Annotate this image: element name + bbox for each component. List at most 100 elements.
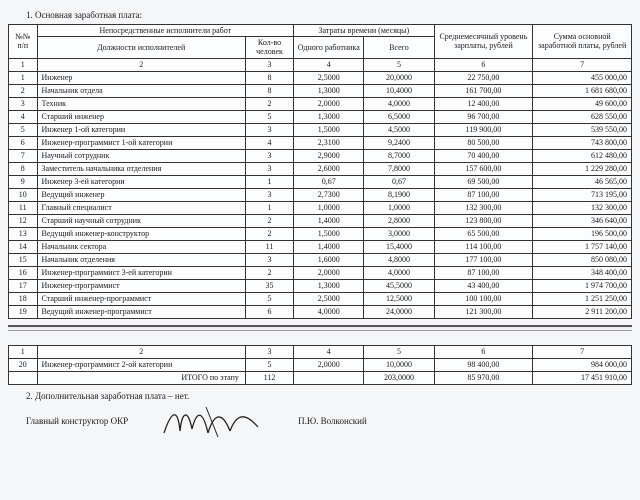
- cell-tot: 12,5000: [364, 292, 434, 305]
- coln-7: 7: [533, 58, 632, 71]
- cell-one: 2,3100: [294, 136, 364, 149]
- signer-name: П.Ю. Волконский: [298, 416, 367, 426]
- cell-pos: Начальник отдела: [37, 84, 245, 97]
- cell-pos: Инженер-программист 3-ей категории: [37, 266, 245, 279]
- cell-sum: 46 565,00: [533, 175, 632, 188]
- cell-tot: 4,0000: [364, 97, 434, 110]
- cell-one: 2,7300: [294, 188, 364, 201]
- cell-rate: 114 100,00: [434, 240, 533, 253]
- cell-rate: 121 300,00: [434, 305, 533, 318]
- table-row: 15Начальник отделения31,60004,8000177 10…: [9, 253, 632, 266]
- coln2-1: 1: [9, 345, 38, 358]
- cell-one: 1,4000: [294, 240, 364, 253]
- itogo-tot: 203,0000: [364, 371, 434, 384]
- cell-rate: 96 700,00: [434, 110, 533, 123]
- cell-sum: 49 600,00: [533, 97, 632, 110]
- cell-sum: 743 800,00: [533, 136, 632, 149]
- cell-rate: 123 800,00: [434, 214, 533, 227]
- cell-one: 1,5000: [294, 227, 364, 240]
- cell-one: 0,67: [294, 175, 364, 188]
- signature-icon: [158, 403, 268, 439]
- cell-sum: 539 550,00: [533, 123, 632, 136]
- cell-qty: 4: [245, 136, 293, 149]
- cell-n: 4: [9, 110, 38, 123]
- itogo-sum: 17 451 910,00: [533, 371, 632, 384]
- cell-n: 16: [9, 266, 38, 279]
- cell-one: 1,3000: [294, 84, 364, 97]
- cell-qty: 3: [245, 253, 293, 266]
- cell-rate: 132 300,00: [434, 201, 533, 214]
- hdr-rate: Среднемесячный уровень зарплаты, рублей: [434, 25, 533, 59]
- cell-sum: 1 229 280,00: [533, 162, 632, 175]
- cell-one: 2,9000: [294, 149, 364, 162]
- cell-rate: 177 100,00: [434, 253, 533, 266]
- cell-one: 1,5000: [294, 123, 364, 136]
- cell-qty: 11: [245, 240, 293, 253]
- hdr-group-executors: Непосредственные исполнители работ: [37, 25, 294, 37]
- cell-one: 2,5000: [294, 292, 364, 305]
- cell-pos: Ведущий инженер-конструктор: [37, 227, 245, 240]
- cell-sum: 346 640,00: [533, 214, 632, 227]
- salary-table-1: №№ п/п Непосредственные исполнители рабо…: [8, 24, 632, 319]
- coln2-5: 5: [364, 345, 434, 358]
- itogo-row: ИТОГО по этапу 112 203,0000 85 970,00 17…: [9, 371, 632, 384]
- cell-one: 2,0000: [294, 97, 364, 110]
- cell-qty: 2: [245, 227, 293, 240]
- cell-pos: Инженер 1-ой категории: [37, 123, 245, 136]
- cell-sum: 348 400,00: [533, 266, 632, 279]
- cell-tot: 4,8000: [364, 253, 434, 266]
- cell-n: 2: [9, 84, 38, 97]
- cell-rate: 98 400,00: [434, 358, 533, 371]
- cell-pos: Начальник отделения: [37, 253, 245, 266]
- cell-one: 1,4000: [294, 214, 364, 227]
- cell-rate: 119 900,00: [434, 123, 533, 136]
- coln-6: 6: [434, 58, 533, 71]
- table-row: 14Начальник сектора111,400015,4000114 10…: [9, 240, 632, 253]
- hdr-sum: Сумма основной заработной платы, рублей: [533, 25, 632, 59]
- cell-sum: 850 080,00: [533, 253, 632, 266]
- cell-pos: Начальник сектора: [37, 240, 245, 253]
- cell-tot: 6,5000: [364, 110, 434, 123]
- cell-tot: 4,0000: [364, 266, 434, 279]
- cell-n: 14: [9, 240, 38, 253]
- coln-4: 4: [294, 58, 364, 71]
- cell-n: 11: [9, 201, 38, 214]
- table-row: 18Старший инженер-программист52,500012,5…: [9, 292, 632, 305]
- cell-one: 2,6000: [294, 162, 364, 175]
- cell-qty: 3: [245, 162, 293, 175]
- cell-rate: 100 100,00: [434, 292, 533, 305]
- cell-sum: 612 480,00: [533, 149, 632, 162]
- hdr-one: Одного работника: [294, 37, 364, 58]
- table-row: 17Инженер-программист351,300045,500043 4…: [9, 279, 632, 292]
- cell-pos: Инженер-программист: [37, 279, 245, 292]
- cell-rate: 22 750,00: [434, 71, 533, 84]
- table-row: 16Инженер-программист 3-ей категории22,0…: [9, 266, 632, 279]
- cell-sum: 2 911 200,00: [533, 305, 632, 318]
- itogo-label: ИТОГО по этапу: [37, 371, 245, 384]
- table-row: 9Инженер 3-ей категории10,670,6769 500,0…: [9, 175, 632, 188]
- cell-qty: 2: [245, 214, 293, 227]
- cell-one: 2,5000: [294, 71, 364, 84]
- cell-rate: 87 100,00: [434, 266, 533, 279]
- table-row: 12Старший научный сотрудник21,40002,8000…: [9, 214, 632, 227]
- cell-tot: 45,5000: [364, 279, 434, 292]
- cell-tot: 1,0000: [364, 201, 434, 214]
- cell-tot: 10,4000: [364, 84, 434, 97]
- cell-sum: 713 195,00: [533, 188, 632, 201]
- coln-2: 2: [37, 58, 245, 71]
- cell-pos: Инженер-программист 1-ой категории: [37, 136, 245, 149]
- cell-qty: 1: [245, 175, 293, 188]
- cell-pos: Главный специалист: [37, 201, 245, 214]
- cell-tot: 4,5000: [364, 123, 434, 136]
- cell-tot: 8,1900: [364, 188, 434, 201]
- cell-tot: 3,0000: [364, 227, 434, 240]
- cell-rate: 161 700,00: [434, 84, 533, 97]
- cell-qty: 5: [245, 292, 293, 305]
- cell-pos: Инженер: [37, 71, 245, 84]
- cell-pos: Старший инженер: [37, 110, 245, 123]
- cell-n: 6: [9, 136, 38, 149]
- page-separator: [8, 325, 632, 331]
- cell-qty: 5: [245, 358, 293, 371]
- cell-pos: Ведущий инженер-программист: [37, 305, 245, 318]
- cell-qty: 5: [245, 110, 293, 123]
